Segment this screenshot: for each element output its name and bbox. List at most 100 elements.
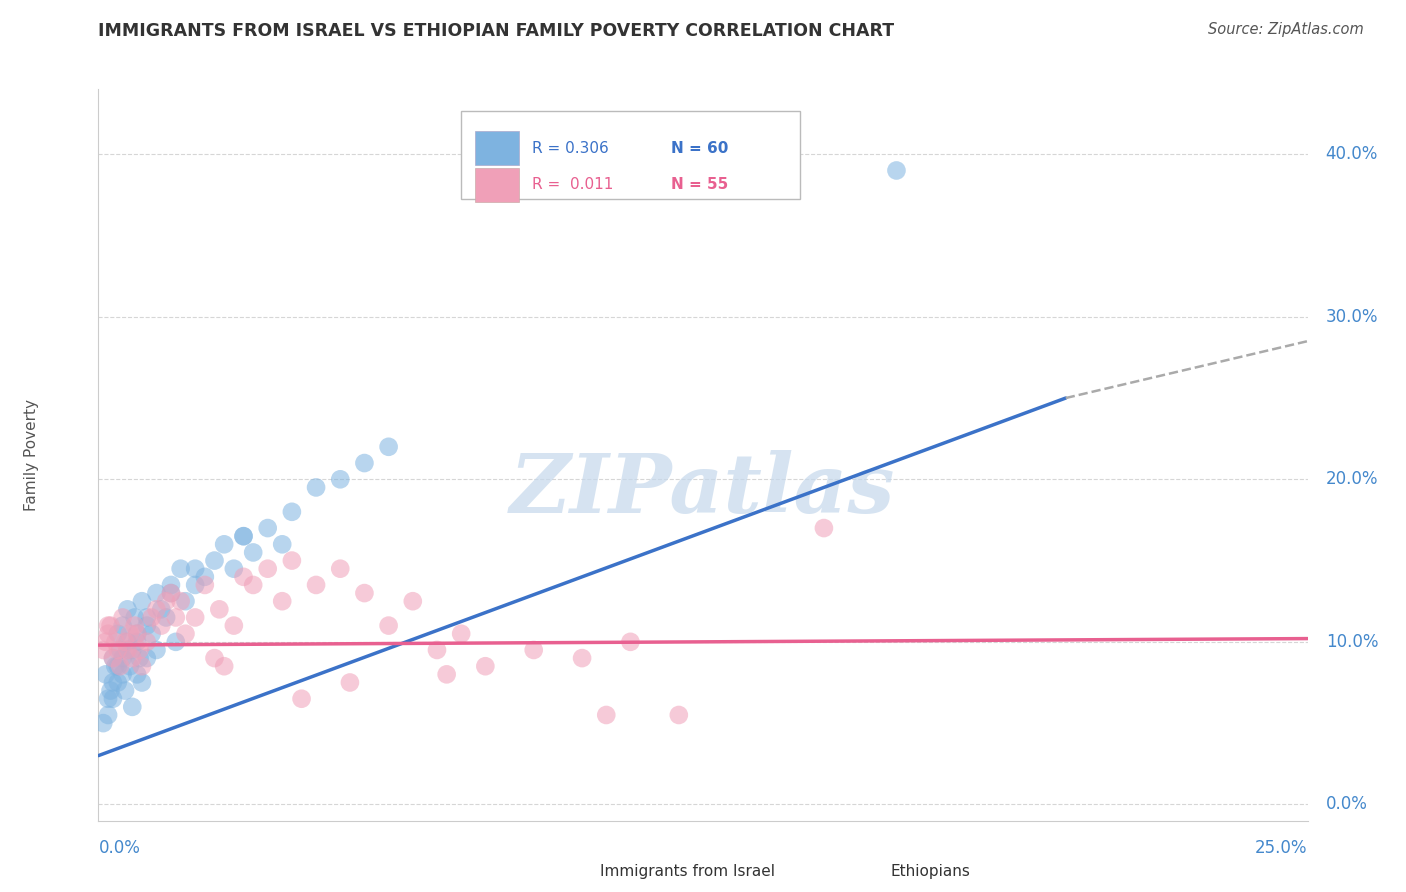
Point <box>571 651 593 665</box>
Point <box>128 643 150 657</box>
Point <box>155 594 177 608</box>
Point <box>290 691 312 706</box>
Text: Source: ZipAtlas.com: Source: ZipAtlas.com <box>1208 22 1364 37</box>
Point <box>450 626 472 640</box>
Point <box>108 643 131 657</box>
Text: 40.0%: 40.0% <box>1326 145 1378 163</box>
Point <box>184 610 207 624</box>
Point <box>256 562 278 576</box>
Point <box>135 610 157 624</box>
Point <box>135 651 157 665</box>
Point <box>329 472 352 486</box>
Point <box>131 594 153 608</box>
Point <box>813 521 835 535</box>
Point <box>104 635 127 649</box>
Point <box>169 562 191 576</box>
Point <box>107 626 129 640</box>
Point <box>353 586 375 600</box>
Point <box>377 440 399 454</box>
Point <box>118 659 141 673</box>
Point <box>118 626 141 640</box>
Point <box>232 529 254 543</box>
Point <box>91 643 114 657</box>
Text: Immigrants from Israel: Immigrants from Israel <box>600 863 775 879</box>
Point <box>117 643 139 657</box>
Text: N = 60: N = 60 <box>671 141 728 155</box>
Text: 0.0%: 0.0% <box>1326 796 1368 814</box>
Point <box>145 586 167 600</box>
Point <box>141 626 163 640</box>
Point <box>619 635 641 649</box>
FancyBboxPatch shape <box>830 857 879 887</box>
Point <box>184 562 207 576</box>
Point <box>127 635 149 649</box>
Text: R = 0.306: R = 0.306 <box>533 141 609 155</box>
Point <box>184 578 207 592</box>
Point <box>100 683 122 698</box>
Point <box>194 570 217 584</box>
Point <box>128 651 150 665</box>
Text: R =  0.011: R = 0.011 <box>533 178 613 193</box>
Point <box>97 618 120 632</box>
FancyBboxPatch shape <box>475 131 519 165</box>
Point <box>281 553 304 567</box>
Point <box>107 643 129 657</box>
Point <box>353 456 375 470</box>
Point <box>271 537 294 551</box>
Point <box>150 618 173 632</box>
Point <box>101 675 124 690</box>
Point <box>111 610 134 624</box>
Point <box>107 659 129 673</box>
Point <box>271 594 294 608</box>
Point <box>668 708 690 723</box>
Point <box>339 675 361 690</box>
Point <box>208 602 231 616</box>
Point <box>305 480 328 494</box>
Point <box>194 578 217 592</box>
Point <box>124 610 146 624</box>
Point <box>160 586 183 600</box>
Point <box>94 667 117 681</box>
Point <box>281 505 304 519</box>
Point <box>111 651 134 665</box>
Point <box>160 586 183 600</box>
Point <box>114 635 136 649</box>
Point <box>121 643 143 657</box>
Point <box>145 643 167 657</box>
Point <box>121 651 143 665</box>
Text: N = 55: N = 55 <box>671 178 728 193</box>
Point <box>174 594 197 608</box>
Text: Ethiopians: Ethiopians <box>890 863 970 879</box>
Point <box>101 651 124 665</box>
Point <box>124 618 146 632</box>
Point <box>135 635 157 649</box>
Point <box>165 635 187 649</box>
Point <box>169 594 191 608</box>
Point <box>145 602 167 616</box>
Point <box>117 602 139 616</box>
Point <box>101 691 124 706</box>
Point <box>305 578 328 592</box>
Point <box>121 699 143 714</box>
Point <box>101 651 124 665</box>
Text: 0.0%: 0.0% <box>98 838 141 857</box>
Point <box>135 618 157 632</box>
Point <box>104 659 127 673</box>
Point <box>523 643 546 657</box>
Point <box>595 708 617 723</box>
Point <box>377 618 399 632</box>
Point <box>402 594 425 608</box>
Point <box>232 529 254 543</box>
Point <box>127 667 149 681</box>
Point <box>242 578 264 592</box>
FancyBboxPatch shape <box>540 857 588 887</box>
Point <box>155 610 177 624</box>
Point <box>256 521 278 535</box>
Point <box>160 578 183 592</box>
Point <box>329 562 352 576</box>
Point <box>97 626 120 640</box>
Point <box>91 716 114 731</box>
Text: IMMIGRANTS FROM ISRAEL VS ETHIOPIAN FAMILY POVERTY CORRELATION CHART: IMMIGRANTS FROM ISRAEL VS ETHIOPIAN FAMI… <box>98 22 894 40</box>
Text: ZIPatlas: ZIPatlas <box>510 450 896 530</box>
Point <box>474 659 496 673</box>
